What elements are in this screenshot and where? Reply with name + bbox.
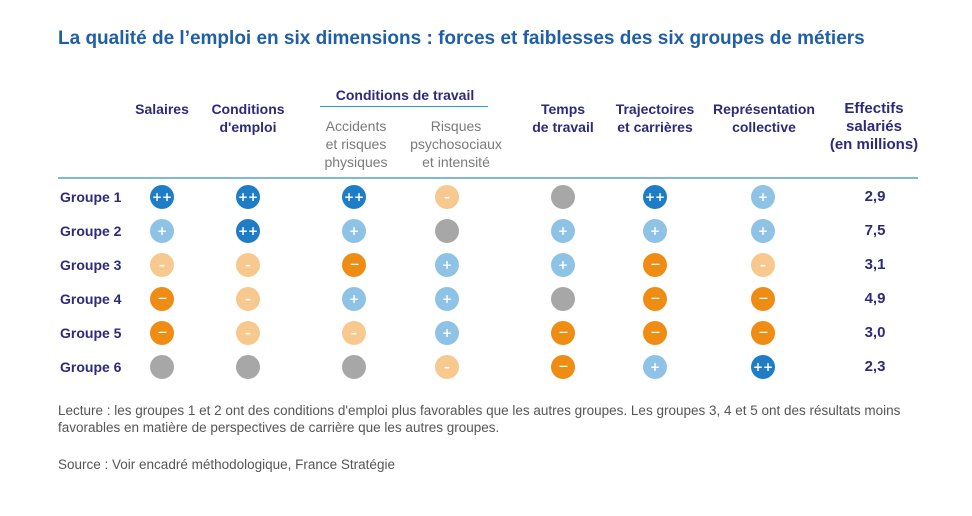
plus-rating-icon: + bbox=[150, 219, 174, 243]
plus-rating-icon: + bbox=[643, 355, 667, 379]
effectifs-value: 2,9 bbox=[864, 188, 886, 205]
minus-rating-icon: – bbox=[150, 253, 174, 277]
double-minus-rating-icon: –– bbox=[643, 287, 667, 311]
plus-rating-icon: + bbox=[342, 287, 366, 311]
source-note: Source : Voir encadré méthodologique, Fr… bbox=[58, 457, 395, 472]
plus-rating-icon: + bbox=[435, 321, 459, 345]
minus-rating-icon: – bbox=[236, 321, 260, 345]
header-accidents: Accidents et risques physiques bbox=[324, 118, 388, 170]
effectifs-value: 3,1 bbox=[864, 256, 886, 273]
header-salaires: Salaires bbox=[135, 101, 189, 117]
header-representation: Représentation collective bbox=[713, 101, 815, 135]
plus-rating-icon: + bbox=[342, 219, 366, 243]
header-effectifs: Effectifs salariés (en millions) bbox=[829, 100, 919, 153]
row-label-groupe-5: Groupe 5 bbox=[60, 325, 122, 341]
conditions-travail-divider bbox=[320, 106, 488, 107]
header-trajectoires: Trajectoires et carrières bbox=[615, 101, 695, 135]
minus-rating-icon: – bbox=[236, 253, 260, 277]
double-minus-rating-icon: –– bbox=[643, 253, 667, 277]
row-label-groupe-4: Groupe 4 bbox=[60, 291, 122, 307]
row-label-groupe-2: Groupe 2 bbox=[60, 223, 122, 239]
double-plus-rating-icon: ++ bbox=[751, 355, 775, 379]
plus-rating-icon: + bbox=[551, 219, 575, 243]
neutral-rating-icon bbox=[342, 355, 366, 379]
plus-rating-icon: + bbox=[435, 253, 459, 277]
double-minus-rating-icon: –– bbox=[551, 321, 575, 345]
double-plus-rating-icon: ++ bbox=[150, 185, 174, 209]
plus-rating-icon: + bbox=[551, 253, 575, 277]
header-risques: Risques psychosociaux et intensité bbox=[410, 118, 502, 170]
reading-note: Lecture : les groupes 1 et 2 ont des con… bbox=[58, 403, 901, 435]
double-plus-rating-icon: ++ bbox=[236, 219, 260, 243]
effectifs-value: 2,3 bbox=[864, 358, 886, 375]
plus-rating-icon: + bbox=[751, 185, 775, 209]
row-label-groupe-3: Groupe 3 bbox=[60, 257, 122, 273]
double-minus-rating-icon: –– bbox=[551, 355, 575, 379]
minus-rating-icon: – bbox=[236, 287, 260, 311]
plus-rating-icon: + bbox=[751, 219, 775, 243]
header-conditions-emploi: Conditions d'emploi bbox=[211, 101, 285, 135]
double-plus-rating-icon: ++ bbox=[236, 185, 260, 209]
header-temps: Temps de travail bbox=[532, 101, 594, 135]
header-conditions-travail: Conditions de travail bbox=[335, 87, 475, 103]
plus-rating-icon: + bbox=[435, 287, 459, 311]
double-plus-rating-icon: ++ bbox=[342, 185, 366, 209]
neutral-rating-icon bbox=[551, 185, 575, 209]
double-minus-rating-icon: –– bbox=[751, 321, 775, 345]
minus-rating-icon: – bbox=[435, 185, 459, 209]
header-divider bbox=[58, 177, 918, 179]
effectifs-value: 4,9 bbox=[864, 290, 886, 307]
double-minus-rating-icon: –– bbox=[643, 321, 667, 345]
double-minus-rating-icon: –– bbox=[751, 287, 775, 311]
double-minus-rating-icon: –– bbox=[150, 321, 174, 345]
row-label-groupe-1: Groupe 1 bbox=[60, 189, 122, 205]
neutral-rating-icon bbox=[435, 219, 459, 243]
minus-rating-icon: – bbox=[342, 321, 366, 345]
chart-title: La qualité de l’emploi en six dimensions… bbox=[58, 28, 865, 49]
neutral-rating-icon bbox=[236, 355, 260, 379]
minus-rating-icon: – bbox=[435, 355, 459, 379]
minus-rating-icon: – bbox=[751, 253, 775, 277]
effectifs-value: 3,0 bbox=[864, 324, 886, 341]
row-label-groupe-6: Groupe 6 bbox=[60, 359, 122, 375]
double-plus-rating-icon: ++ bbox=[643, 185, 667, 209]
plus-rating-icon: + bbox=[643, 219, 667, 243]
double-minus-rating-icon: –– bbox=[150, 287, 174, 311]
effectifs-value: 7,5 bbox=[864, 222, 886, 239]
neutral-rating-icon bbox=[551, 287, 575, 311]
neutral-rating-icon bbox=[150, 355, 174, 379]
double-minus-rating-icon: –– bbox=[342, 253, 366, 277]
